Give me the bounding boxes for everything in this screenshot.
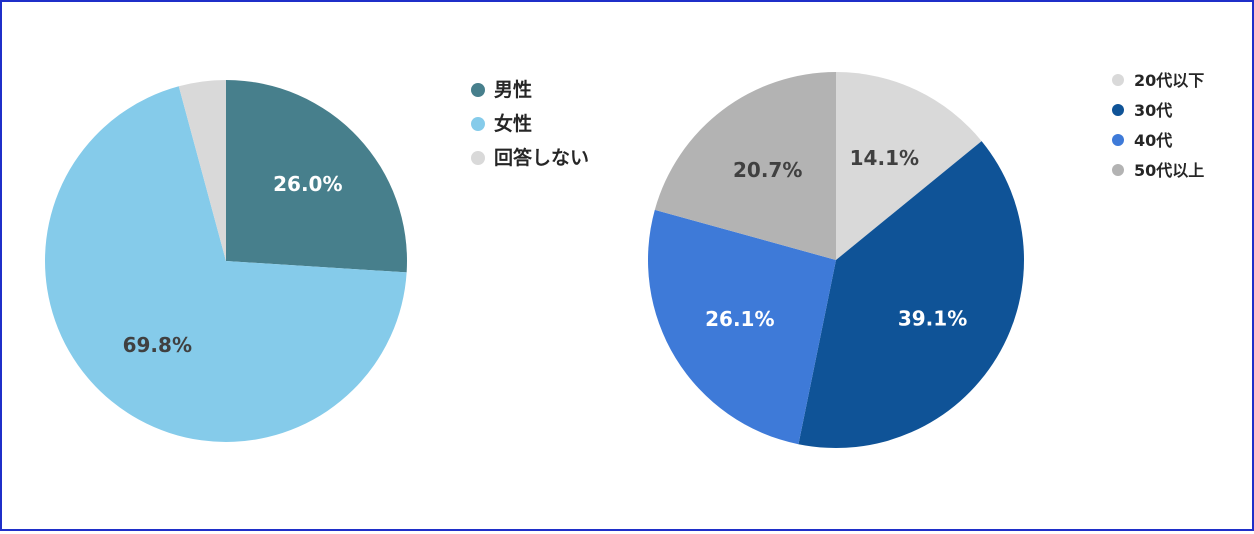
slice-label-1-3: 20.7%: [733, 158, 802, 182]
legend-marker-1-0: [1112, 74, 1124, 86]
legend-label-1-2: 40代: [1134, 131, 1172, 150]
legend-marker-1-1: [1112, 104, 1124, 116]
slice-0-2: [178, 80, 226, 261]
slice-1-3: [654, 72, 836, 260]
legend-age: 20代以下 30代 40代 50代以上: [1112, 71, 1204, 180]
slice-0-1: [45, 86, 407, 442]
legend-label-0-1: 女性: [494, 112, 532, 135]
slice-label-1-2: 26.1%: [705, 307, 774, 331]
legend-label-1-3: 50代以上: [1134, 161, 1204, 180]
legend-marker-0-2: [471, 151, 485, 165]
slice-label-0-0: 26.0%: [273, 172, 342, 196]
legend-marker-1-2: [1112, 134, 1124, 146]
slice-1-0: [836, 72, 982, 260]
slice-1-1: [798, 141, 1024, 448]
slice-label-1-0: 14.1%: [850, 146, 919, 170]
legend-marker-0-0: [471, 83, 485, 97]
slice-label-1-1: 39.1%: [898, 306, 967, 330]
slice-0-0: [226, 80, 408, 273]
pie-chart-gender: 26.0% 69.8%: [45, 80, 408, 442]
slice-label-0-1: 69.8%: [123, 333, 192, 357]
legend-label-0-0: 男性: [494, 78, 532, 101]
legend-label-0-2: 回答しない: [494, 146, 589, 169]
pie-chart-age: 14.1% 39.1% 26.1% 20.7%: [647, 72, 1024, 448]
legend-label-1-1: 30代: [1134, 101, 1172, 120]
legend-marker-0-1: [471, 117, 485, 131]
legend-label-1-0: 20代以下: [1134, 71, 1204, 90]
legend-marker-1-3: [1112, 164, 1124, 176]
slice-1-2: [647, 209, 836, 445]
